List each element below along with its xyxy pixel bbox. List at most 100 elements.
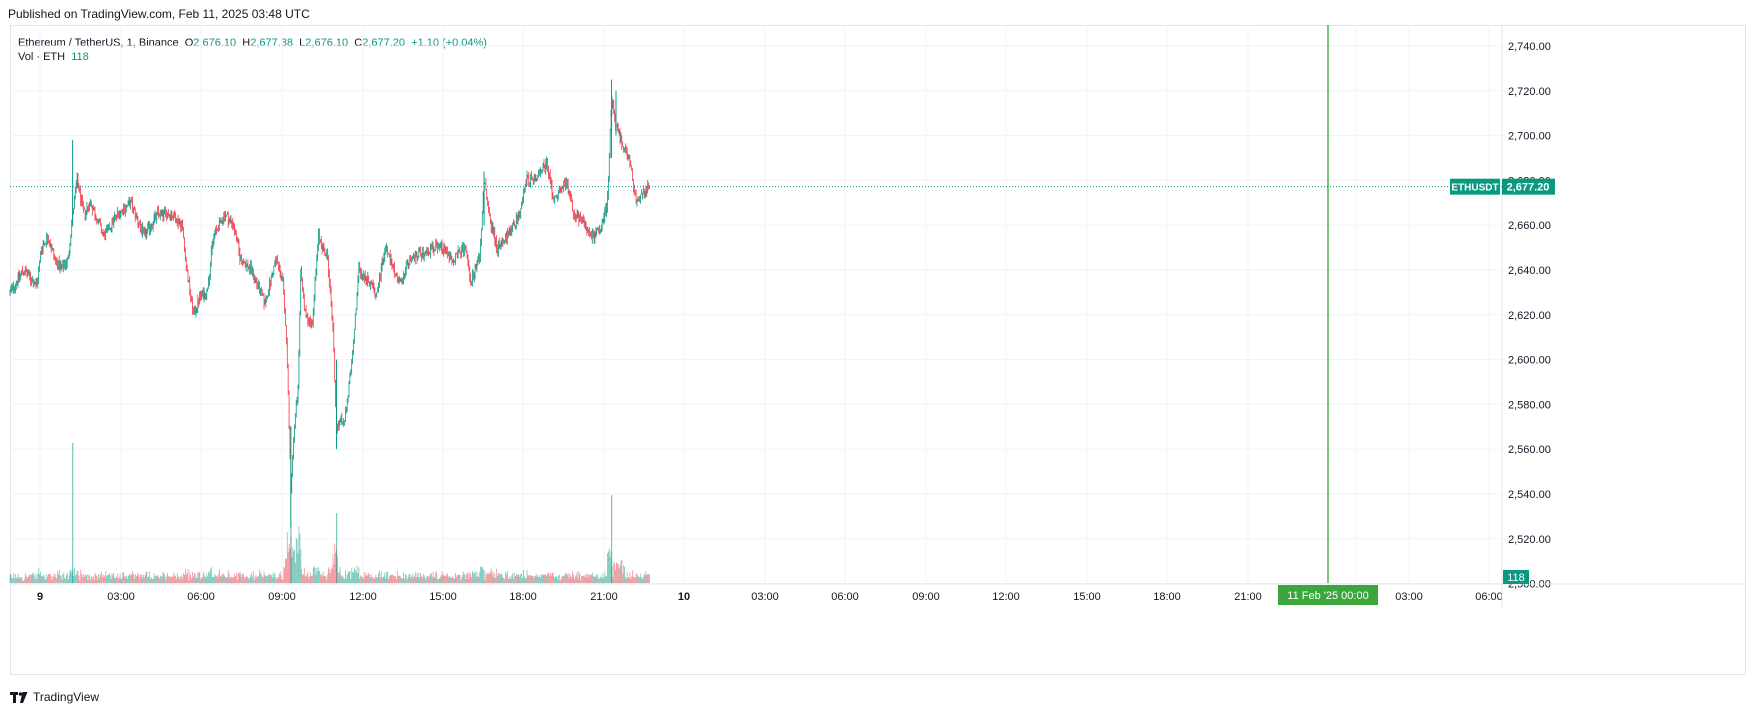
volume-bar (10, 574, 12, 583)
volume-bar (624, 577, 626, 583)
volume-bar (608, 548, 610, 583)
volume-bar (356, 565, 358, 583)
volume-bar (14, 573, 16, 583)
volume-bar (635, 573, 637, 583)
volume-bar (171, 576, 173, 583)
volume-bar (593, 576, 595, 583)
volume-bar (303, 568, 305, 583)
volume-bar (540, 577, 541, 583)
volume-bar (167, 572, 168, 583)
volume-bar (533, 577, 535, 583)
y-tick-label: 2,640.00 (1508, 265, 1551, 277)
volume-bar (19, 578, 21, 583)
volume-bar (438, 578, 440, 583)
volume-bar (562, 576, 564, 583)
footer-brand-text[interactable]: TradingView (33, 690, 100, 704)
volume-bar (389, 575, 391, 583)
volume-bar (549, 572, 551, 583)
volume-bar (437, 579, 439, 583)
volume-bar (480, 566, 481, 583)
volume-bar (477, 576, 479, 583)
volume-bar (581, 576, 583, 583)
volume-bar (306, 574, 308, 583)
volume-bar (101, 576, 103, 583)
volume-bar (168, 576, 170, 583)
volume-bar (295, 538, 297, 583)
volume-bar (92, 576, 94, 583)
volume-bar (487, 573, 489, 583)
volume-bar (55, 574, 57, 583)
volume-bar (258, 576, 260, 583)
volume-bar (360, 575, 362, 583)
volume-bar (476, 571, 478, 583)
volume-bar (41, 576, 43, 583)
volume-bar (319, 570, 320, 583)
volume-bar (190, 575, 192, 583)
volume-bar (577, 578, 579, 583)
volume-bar (620, 560, 622, 583)
volume-bar (346, 574, 348, 583)
volume-bar (128, 575, 130, 583)
volume-bar (440, 575, 442, 583)
volume-bar (626, 571, 628, 583)
volume-bar (644, 575, 646, 583)
volume-bar (69, 570, 71, 583)
volume-bar (460, 580, 462, 583)
volume-bar (566, 574, 568, 583)
volume-bar (370, 574, 372, 583)
volume-bar (108, 572, 110, 583)
volume-bar (564, 575, 566, 583)
volume-bar (47, 576, 49, 583)
volume-bar (446, 573, 448, 583)
volume-bar (235, 576, 236, 583)
y-tick-label: 2,740.00 (1508, 41, 1551, 53)
volume-bar (61, 580, 63, 583)
last-price-tag[interactable] (1502, 178, 1555, 195)
volume-bar (516, 575, 518, 583)
volume-bar (511, 575, 513, 583)
volume-bar (448, 575, 450, 583)
volume-bar (18, 576, 20, 583)
volume-bar (338, 571, 340, 583)
volume-bar (118, 577, 120, 583)
volume-bar (205, 577, 207, 583)
volume-bar (146, 572, 148, 583)
volume-bar (172, 577, 174, 583)
volume-bar (253, 579, 255, 583)
volume-bar (345, 578, 347, 583)
crosshair-time-tag[interactable] (1278, 585, 1378, 605)
volume-bar (485, 572, 487, 583)
volume-bar (453, 577, 455, 583)
volume-bar (40, 571, 41, 583)
volume-legend-label[interactable]: Vol · ETH (18, 51, 66, 63)
volume-bar (174, 575, 176, 583)
volume-bar (297, 553, 299, 583)
volume-bar (313, 565, 315, 583)
volume-bar (259, 569, 261, 583)
volume-bar (537, 576, 539, 583)
volume-bar (541, 575, 543, 583)
volume-bar (91, 577, 93, 583)
volume-bar (109, 575, 111, 583)
volume-bar (445, 576, 447, 583)
legend-open-label: O (184, 37, 194, 49)
volume-bar (571, 577, 573, 583)
volume-bar (150, 577, 152, 583)
volume-bar (294, 562, 296, 583)
volume-bar (183, 573, 185, 583)
volume-bar (491, 574, 493, 583)
volume-bar (423, 575, 425, 583)
volume-bar (474, 571, 476, 583)
volume-bar (622, 573, 624, 583)
volume-bar (479, 572, 481, 583)
volume-bar (510, 579, 512, 583)
volume-bar (9, 574, 11, 583)
volume-bar (156, 575, 158, 583)
volume-bar (121, 578, 123, 583)
volume-bar (203, 574, 205, 583)
volume-bar (421, 577, 423, 583)
volume-bar (62, 574, 64, 583)
volume-bar (525, 578, 527, 583)
volume-bar (105, 571, 107, 583)
